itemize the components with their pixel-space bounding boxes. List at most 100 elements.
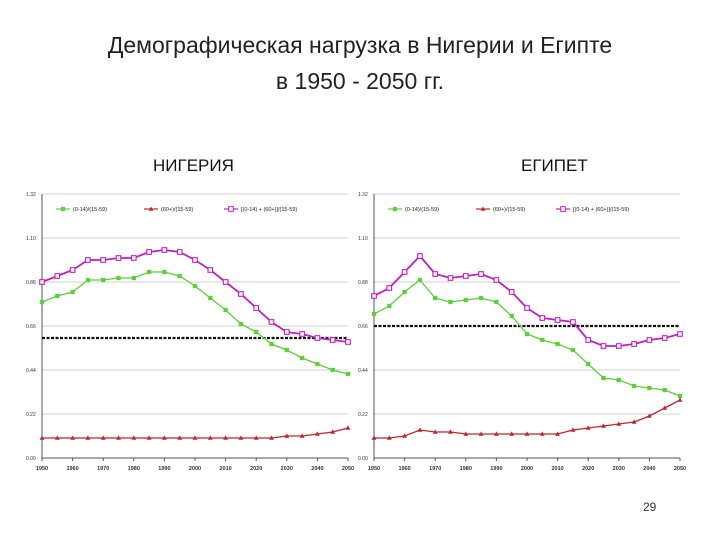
- data-point-red: [616, 421, 622, 426]
- data-point-magenta: [329, 337, 336, 343]
- series-line-magenta: [41, 249, 349, 343]
- data-point-magenta: [417, 253, 423, 259]
- data-point-red: [647, 413, 652, 418]
- x-tick-label: 2040: [643, 466, 655, 472]
- data-point-magenta: [192, 257, 198, 263]
- data-point-magenta: [615, 343, 622, 349]
- data-point-green: [208, 295, 213, 301]
- data-point-green: [448, 299, 453, 305]
- data-point-green: [146, 269, 152, 275]
- data-point-red: [192, 435, 198, 440]
- data-point-red: [539, 431, 545, 436]
- legend-marker: [480, 206, 486, 211]
- data-point-red: [223, 435, 228, 440]
- data-point-red: [463, 431, 469, 436]
- data-point-magenta: [283, 329, 290, 335]
- data-point-red: [131, 435, 137, 440]
- data-point-green: [101, 277, 106, 283]
- x-tick-label: 2010: [551, 466, 563, 472]
- data-point-magenta: [386, 285, 393, 291]
- data-point-green: [463, 297, 468, 303]
- data-point-red: [432, 429, 438, 434]
- slide-title-line2: в 1950 - 2050 гг.: [275, 68, 445, 94]
- egypt-chart: 0.00 0.22 0.44 0.66 0.88 1.10 1.32 1950 1960 1970…: [358, 192, 686, 472]
- data-point-green: [371, 311, 377, 317]
- data-point-red: [448, 429, 453, 434]
- x-tick-label: 2000: [189, 466, 201, 472]
- data-point-magenta: [631, 341, 637, 347]
- x-tick-label: 1950: [36, 466, 48, 472]
- page-number: 29: [643, 500, 657, 514]
- data-point-red: [631, 419, 637, 424]
- legend-marker: [228, 206, 234, 212]
- data-point-red: [570, 427, 576, 432]
- data-point-red: [585, 425, 591, 430]
- data-point-magenta: [401, 269, 408, 275]
- data-point-green: [647, 385, 652, 391]
- x-tick-label: 2030: [613, 466, 625, 472]
- data-point-magenta: [130, 255, 137, 261]
- data-point-red: [330, 429, 336, 434]
- x-tick-label: 1990: [158, 466, 170, 472]
- legend-label: (0-14)/(15-59): [405, 207, 439, 213]
- data-point-magenta: [646, 337, 653, 343]
- x-tick-label: 2010: [219, 466, 231, 472]
- data-point-green: [494, 299, 499, 305]
- data-point-magenta: [238, 291, 244, 297]
- data-point-green: [284, 347, 289, 353]
- data-point-magenta: [345, 339, 351, 345]
- data-point-magenta: [524, 305, 530, 311]
- data-point-green: [39, 299, 45, 305]
- data-point-magenta: [554, 317, 561, 323]
- data-point-green: [417, 277, 423, 283]
- data-point-green: [116, 275, 121, 281]
- data-point-green: [402, 289, 407, 295]
- data-point-red: [100, 435, 106, 440]
- data-point-magenta: [539, 315, 546, 321]
- legend-label: (0-14)/(15-59): [73, 207, 107, 213]
- data-point-red: [601, 423, 606, 428]
- y-tick-label: 0.44: [358, 368, 368, 374]
- legend-marker: [560, 206, 566, 212]
- y-tick-label: 0.00: [26, 456, 36, 462]
- data-point-green: [631, 383, 637, 389]
- data-point-green: [70, 289, 75, 295]
- y-tick-label: 0.22: [358, 412, 368, 418]
- data-point-red: [269, 435, 274, 440]
- data-point-green: [55, 293, 60, 299]
- data-point-magenta: [570, 319, 576, 325]
- legend-marker: [60, 206, 66, 212]
- data-point-red: [371, 435, 377, 440]
- data-point-green: [162, 269, 167, 275]
- data-point-red: [54, 435, 60, 440]
- x-tick-label: 1960: [398, 466, 410, 472]
- data-point-red: [116, 435, 121, 440]
- data-point-magenta: [146, 249, 152, 255]
- data-point-green: [315, 361, 320, 367]
- data-point-green: [570, 347, 576, 353]
- legend-marker: [148, 206, 154, 211]
- data-point-green: [192, 283, 198, 289]
- data-point-magenta: [493, 277, 500, 283]
- data-point-red: [70, 435, 75, 440]
- data-point-magenta: [115, 255, 122, 261]
- chart-subtitle-nigeria: НИГЕРИЯ: [153, 156, 234, 175]
- x-tick-label: 2020: [582, 466, 594, 472]
- data-point-green: [223, 307, 228, 313]
- nigeria-chart: 0.00 0.22 0.44 0.66 0.88 1.10 1.32 1950 1960 1970…: [26, 192, 354, 472]
- legend-label: [(0-14) + (60+)]/(15-59): [573, 207, 629, 213]
- data-point-red: [478, 431, 484, 436]
- y-tick-label: 0.88: [26, 280, 36, 286]
- data-point-magenta: [447, 275, 454, 281]
- data-point-green: [254, 329, 259, 335]
- data-point-red: [315, 431, 320, 436]
- data-point-magenta: [253, 305, 260, 311]
- data-point-magenta: [600, 343, 607, 349]
- data-point-magenta: [100, 257, 107, 263]
- data-point-magenta: [314, 335, 321, 341]
- x-tick-label: 2000: [521, 466, 533, 472]
- data-point-red: [677, 397, 683, 402]
- data-point-green: [677, 393, 683, 399]
- x-tick-label: 1980: [460, 466, 472, 472]
- data-point-red: [284, 433, 290, 438]
